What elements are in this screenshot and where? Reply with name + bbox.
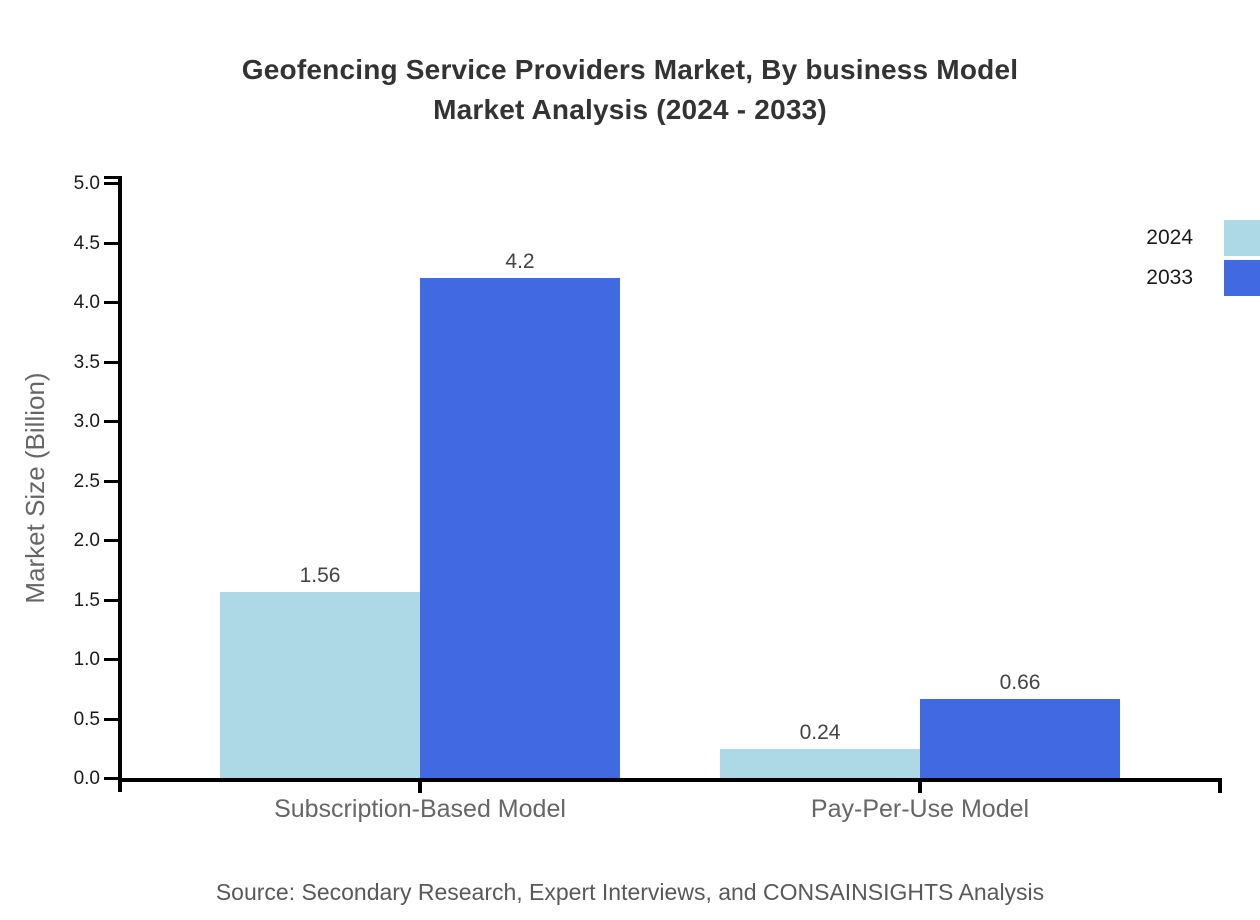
y-axis-tick	[104, 301, 118, 304]
y-axis-tick-label: 0.5	[73, 708, 100, 730]
y-axis-tick	[104, 539, 118, 542]
y-axis-end-cap	[104, 176, 122, 179]
chart-title-line2: Market Analysis (2024 - 2033)	[433, 94, 827, 125]
x-axis-tick	[918, 782, 922, 793]
bar-2024-category-1	[220, 592, 420, 778]
legend-label-2033: 2033	[1146, 266, 1193, 289]
y-axis-tick-label: 3.5	[73, 351, 100, 373]
y-axis-tick	[104, 360, 118, 364]
bar-value-label-2024-category-1: 1.56	[299, 564, 341, 587]
source-note: Source: Secondary Research, Expert Inter…	[215, 879, 1045, 905]
x-axis-tick	[418, 782, 422, 793]
y-axis-tick-label: 4.5	[73, 232, 100, 254]
x-axis-category-label: Subscription-Based Model	[274, 795, 566, 823]
y-axis-tick-label: 4.0	[73, 292, 100, 313]
bar-2033-category-2	[920, 699, 1120, 778]
y-axis-tick-label: 5.0	[73, 173, 100, 194]
y-axis-tick-label: 0.0	[73, 768, 100, 789]
bar-value-label-2033-category-2: 0.66	[999, 671, 1041, 694]
y-axis-tick-label: 2.5	[73, 470, 100, 492]
y-axis-tick	[104, 182, 118, 185]
y-axis-tick	[104, 420, 118, 423]
y-axis-tick	[104, 717, 118, 721]
bar-2024-category-2	[720, 749, 920, 778]
bar-2033-category-1	[420, 278, 620, 778]
y-axis-tick	[104, 777, 118, 780]
bar-value-label-2024-category-2: 0.24	[799, 721, 841, 744]
x-axis-category-label: Pay-Per-Use Model	[810, 795, 1030, 823]
y-axis-tick-label: 1.0	[73, 649, 100, 670]
chart-title-line1: Geofencing Service Providers Market, By …	[241, 54, 1019, 85]
y-axis-tick	[104, 479, 118, 483]
legend-swatch-2024	[1224, 220, 1260, 256]
y-axis-tick	[104, 658, 118, 661]
y-axis-tick-label: 2.0	[73, 530, 100, 551]
y-axis-tick-label: 3.0	[73, 411, 100, 432]
legend-label-2024: 2024	[1146, 226, 1193, 249]
bar-value-label-2033-category-1: 4.2	[505, 250, 535, 273]
x-axis-line	[118, 778, 1222, 782]
y-axis-tick-label: 1.5	[73, 589, 100, 611]
y-axis-tick	[104, 241, 118, 245]
legend-swatch-2033	[1224, 260, 1260, 296]
x-axis-end-cap	[1218, 782, 1222, 793]
y-axis-tick	[104, 598, 118, 602]
y-axis-line	[118, 176, 122, 792]
